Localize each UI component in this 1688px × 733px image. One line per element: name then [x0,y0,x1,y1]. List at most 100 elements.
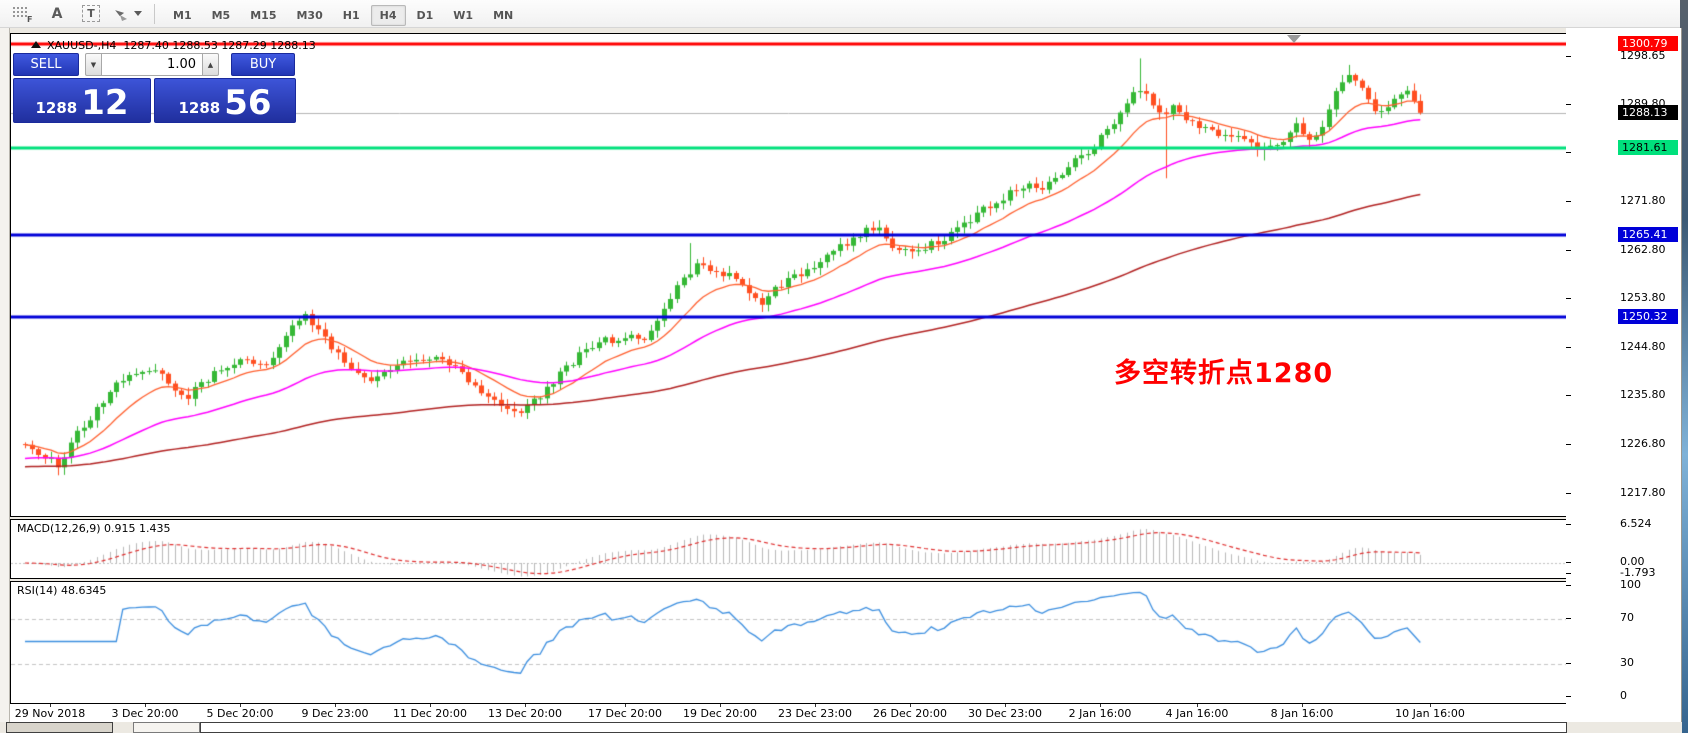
price-tick-label: 1244.80 [1620,339,1666,353]
timeframe-group: M1 M5 M15 M30 H1 H4 D1 W1 MN [163,4,523,26]
price-tick-label: 1253.80 [1620,291,1666,305]
axis-tick-mark [1566,395,1571,397]
price-tick-label: 1262.80 [1620,242,1666,256]
time-tick-mark [910,704,911,707]
time-tick-label: 13 Dec 20:00 [488,707,562,720]
time-axis[interactable]: 29 Nov 2018 3 Dec 20:00 5 Dec 20:00 9 Dec 2… [10,704,1567,722]
timeframe-button-m15[interactable]: M15 [250,9,277,22]
macd-tick-label: 6.524 [1620,516,1652,530]
volume-input[interactable] [102,53,202,76]
time-tick-label: 30 Dec 23:00 [968,707,1042,720]
sell-button[interactable]: SELL [13,53,79,76]
rsi-label: RSI(14) 48.6345 [17,584,107,597]
buy-price-box[interactable]: 1288 56 [154,78,296,123]
toolbar-separator [154,3,155,24]
level-price-label: 1300.79 [1618,36,1678,52]
arrows-tool-icon[interactable] [112,3,142,25]
timeframe-button-m5[interactable]: M5 [211,9,231,22]
time-tick-label: 10 Jan 16:00 [1395,707,1465,720]
sell-price-box[interactable]: 1288 12 [13,78,151,123]
axis-tick-mark [1566,492,1571,494]
left-splitter[interactable] [0,28,10,733]
dropdown-caret-icon [134,11,142,16]
timeframe-button-h4[interactable]: H4 [370,5,406,26]
buy-price-small: 1288 [178,99,221,117]
label-tool-icon[interactable]: A [51,5,63,22]
axis-tick-mark [1566,523,1571,525]
time-tick-mark [1430,704,1431,707]
chart-tab[interactable] [133,722,200,733]
axis-tick-mark [1566,662,1571,664]
timeframe-button-h1[interactable]: H1 [342,9,360,22]
time-tick-label: 9 Dec 23:00 [301,707,369,720]
axis-tick-mark [1566,443,1571,445]
rsi-panel: RSI(14) 48.6345 [10,581,1567,704]
macd-label: MACD(12,26,9) 0.915 1.435 [17,522,171,535]
time-tick-label: 8 Jan 16:00 [1270,707,1334,720]
timeframe-button-m30[interactable]: M30 [296,9,323,22]
macd-canvas[interactable] [11,520,1566,578]
time-tick-mark [1302,704,1303,707]
time-tick-mark [815,704,816,707]
axis-tick-mark [1566,55,1571,57]
rsi-tick-label: 0 [1620,689,1627,702]
rsi-tick-label: 100 [1620,578,1641,591]
timeframe-button-d1[interactable]: D1 [416,9,434,22]
timeframe-button-w1[interactable]: W1 [453,9,474,22]
price-tick-label: 1226.80 [1620,436,1666,450]
volume-increase-button[interactable]: ▲ [202,53,219,76]
chart-tab[interactable] [6,722,113,733]
time-tick-label: 26 Dec 20:00 [873,707,947,720]
time-tick-label: 23 Dec 23:00 [778,707,852,720]
chart-tab[interactable] [200,722,1567,733]
axis-tick-mark [1566,298,1571,300]
main-chart-panel: XAUUSD-,H4 1287.40 1288.53 1287.29 1288.… [10,33,1567,517]
axis-tick-mark [1566,585,1571,586]
desktop-edge [1680,0,1688,733]
chart-tabs-strip [0,722,1682,733]
time-tick-mark [525,704,526,707]
rsi-tick-label: 30 [1620,655,1634,669]
axis-tick-mark [1566,103,1571,105]
time-tick-label: 2 Jan 16:00 [1068,707,1132,720]
axis-tick-mark [1566,572,1571,574]
volume-decrease-button[interactable]: ▼ [85,53,102,76]
time-tick-label: 19 Dec 20:00 [683,707,757,720]
time-tick-label: 3 Dec 20:00 [111,707,179,720]
level-price-label: 1250.32 [1618,308,1678,324]
buy-button[interactable]: BUY [231,53,295,76]
axis-tick-mark [1566,152,1571,154]
text-tool-icon[interactable]: T [78,3,104,25]
one-click-trade-panel: SELL ▼ ▲ BUY 1288 12 1288 56 [13,53,301,123]
price-axis[interactable]: 1298.651289.801280.801271.801262.801253.… [1566,28,1682,733]
time-tick-mark [430,704,431,707]
symbol-marker-icon [31,41,41,48]
top-toolbar: F A T M1 M5 M15 M30 H1 H4 D1 W1 MN [0,0,1682,28]
time-tick-mark [1197,704,1198,707]
timeframe-button-mn[interactable]: MN [493,9,514,22]
time-tick-label: 5 Dec 20:00 [206,707,274,720]
time-tick-label: 4 Jan 16:00 [1165,707,1229,720]
time-tick-mark [50,704,51,707]
time-tick-mark [145,704,146,707]
axis-tick-mark [1566,562,1571,563]
time-tick-mark [240,704,241,707]
rsi-canvas[interactable] [11,582,1566,703]
chart-annotation: 多空转折点1280 [1114,358,1334,389]
price-tick-label: 1235.80 [1620,388,1666,402]
time-tick-mark [625,704,626,707]
sell-price-big: 12 [81,83,129,124]
fibonacci-icon[interactable]: F [10,3,36,25]
macd-tick-label: -1.793 [1620,565,1656,579]
buy-price-big: 56 [224,83,272,124]
timeframe-button-m1[interactable]: M1 [173,9,192,22]
axis-tick-mark [1566,249,1571,251]
time-tick-mark [335,704,336,707]
time-tick-label: 11 Dec 20:00 [393,707,467,720]
level-price-label: 1265.41 [1618,227,1678,243]
chart-header-text: XAUUSD-,H4 1287.40 1288.53 1287.29 1288.… [47,39,316,52]
price-tick-label: 1271.80 [1620,193,1666,207]
sell-price-small: 1288 [35,99,78,117]
time-tick-mark [720,704,721,707]
time-tick-mark [1005,704,1006,707]
